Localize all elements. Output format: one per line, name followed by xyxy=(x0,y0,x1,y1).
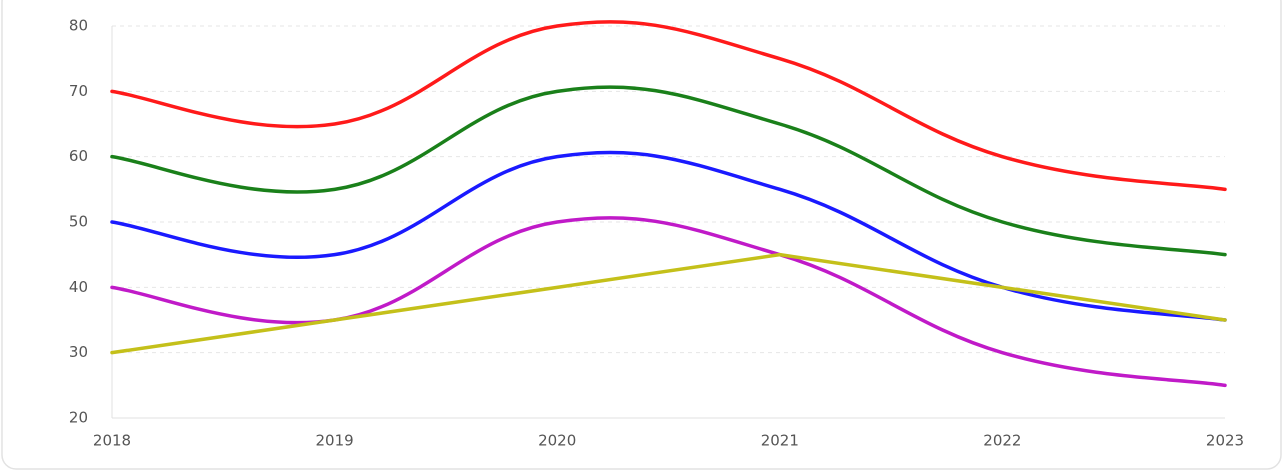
x-tick-label: 2020 xyxy=(538,432,576,450)
series-line xyxy=(110,150,1227,322)
x-tick-label: 2022 xyxy=(983,432,1021,450)
y-tick-label: 50 xyxy=(69,213,88,231)
series-line xyxy=(110,252,1227,355)
y-tick-label: 30 xyxy=(69,343,88,361)
series-line xyxy=(110,85,1227,257)
x-tick-label: 2018 xyxy=(93,432,131,450)
x-tick-label: 2021 xyxy=(761,432,799,450)
y-tick-label: 40 xyxy=(69,278,88,296)
y-tick-label: 80 xyxy=(69,17,88,35)
x-tick-label: 2023 xyxy=(1206,432,1244,450)
y-tick-label: 60 xyxy=(69,147,88,165)
x-tick-label: 2019 xyxy=(316,432,354,450)
y-tick-label: 70 xyxy=(69,82,88,100)
y-tick-label: 20 xyxy=(69,409,88,427)
series-line xyxy=(110,20,1227,192)
series-line xyxy=(110,216,1227,388)
